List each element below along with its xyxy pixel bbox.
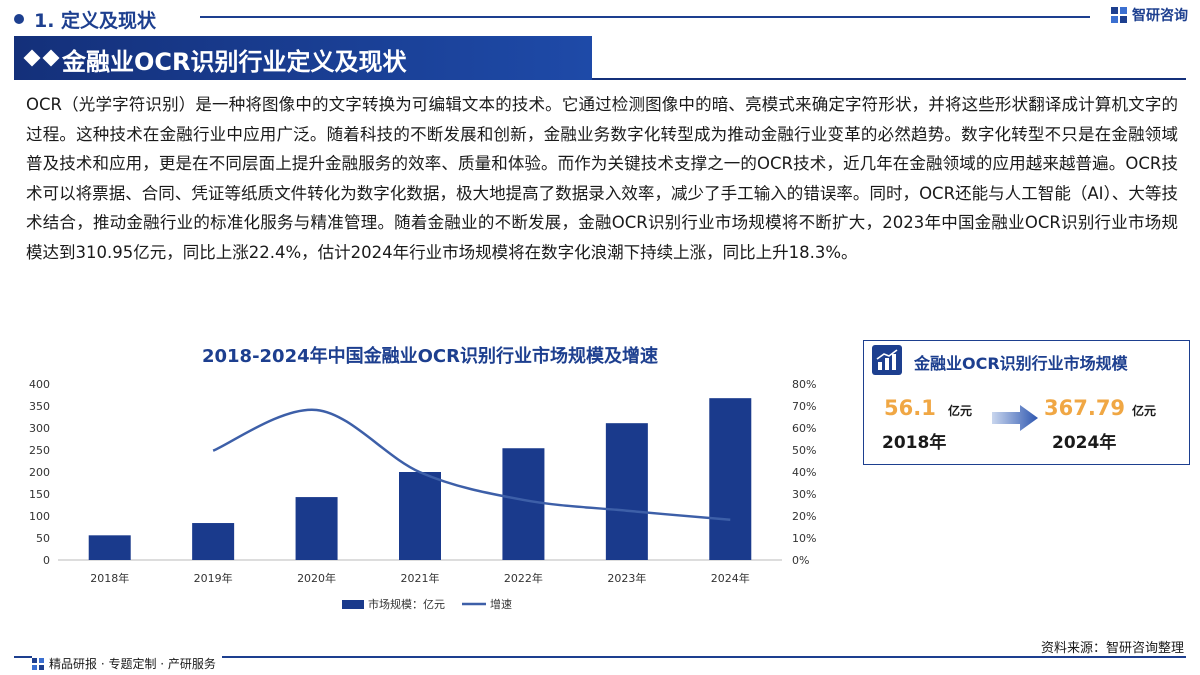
y2-tick-label: 80% [792,378,816,391]
market-size-chart: 0 50 100 150 200 250 300 350 400 0% 10% 20% 30% 40% 50… [29,378,816,611]
y-tick-label: 400 [29,378,50,391]
y2-tick-label: 20% [792,510,816,523]
value-2018: 56.1 [884,396,936,420]
y-tick-label: 350 [29,400,50,413]
brand-logo: 智研咨询 [1110,5,1188,25]
x-tick-label: 2018年 [90,571,129,585]
x-tick-label: 2023年 [607,571,646,585]
diamond-icons [23,48,60,68]
bar [709,398,752,560]
banner-underline [592,78,1186,80]
title-banner: 金融业OCR识别行业定义及现状 [14,36,592,80]
value-2024: 367.79 [1044,396,1126,420]
y-tick-label: 100 [29,510,50,523]
y-tick-label: 300 [29,422,50,435]
bar [605,423,648,560]
bar-chart-icon [872,345,902,375]
y2-tick-label: 10% [792,532,816,545]
y2-tick-label: 30% [792,488,816,501]
data-source: 资料来源：智研咨询整理 [1040,641,1184,656]
bar [502,448,545,560]
summary-header: 金融业OCR识别行业市场规模 [864,341,1189,379]
x-tick-label: 2024年 [711,571,750,585]
intro-paragraph: OCR（光学字符识别）是一种将图像中的文字转换为可编辑文本的技术。它通过检测图像… [26,95,1178,262]
year-2018: 2018年 [882,433,947,453]
x-tick-label: 2019年 [194,571,233,585]
legend-line-label: 增速 [490,597,512,611]
bar [399,472,441,560]
unit-2024: 亿元 [1132,404,1157,418]
y-tick-label: 0 [43,554,50,567]
summary-title: 金融业OCR识别行业市场规模 [914,354,1128,373]
legend-bar-label: 市场规模：亿元 [368,597,445,611]
brand-small-icon [32,657,44,670]
section-bullet [14,14,24,24]
y2-tick-label: 60% [792,422,816,435]
brand-icon [1111,7,1127,23]
x-tick-label: 2022年 [504,571,543,585]
footer-divider [14,656,1186,658]
summary-card: 金融业OCR识别行业市场规模 56.1 亿元 2018年 367.79 亿元 2… [863,340,1190,465]
x-tick-label: 2021年 [401,571,440,585]
y-tick-label: 250 [29,444,50,457]
legend-bar-swatch [342,600,364,609]
page-title: 金融业OCR识别行业定义及现状 [62,48,407,76]
growth-line [212,408,731,521]
section-heading: 1. 定义及现状 [34,10,157,32]
y2-tick-label: 50% [792,444,816,457]
brand-name: 智研咨询 [1132,8,1188,24]
bar [192,523,235,560]
diamond-icon [42,49,60,67]
footer-slogan: 精品研报 · 专题定制 · 产研服务 [32,655,222,672]
x-tick-label: 2020年 [297,571,336,585]
chart-title: 2018-2024年中国金融业OCR识别行业市场规模及增速 [201,346,659,367]
growth-arrow-icon [992,405,1038,431]
slogan-text: 精品研报 · 专题定制 · 产研服务 [49,657,216,671]
y2-tick-label: 0% [792,554,809,567]
y2-tick-label: 70% [792,400,816,413]
y2-tick-label: 40% [792,466,816,479]
header-divider [200,16,1090,18]
y-tick-label: 200 [29,466,50,479]
y-tick-label: 50 [36,532,50,545]
unit-2018: 亿元 [948,404,973,418]
year-2024: 2024年 [1052,433,1117,453]
diamond-icon [23,49,41,67]
y-tick-label: 150 [29,488,50,501]
bar [295,497,338,560]
bar [88,535,131,560]
